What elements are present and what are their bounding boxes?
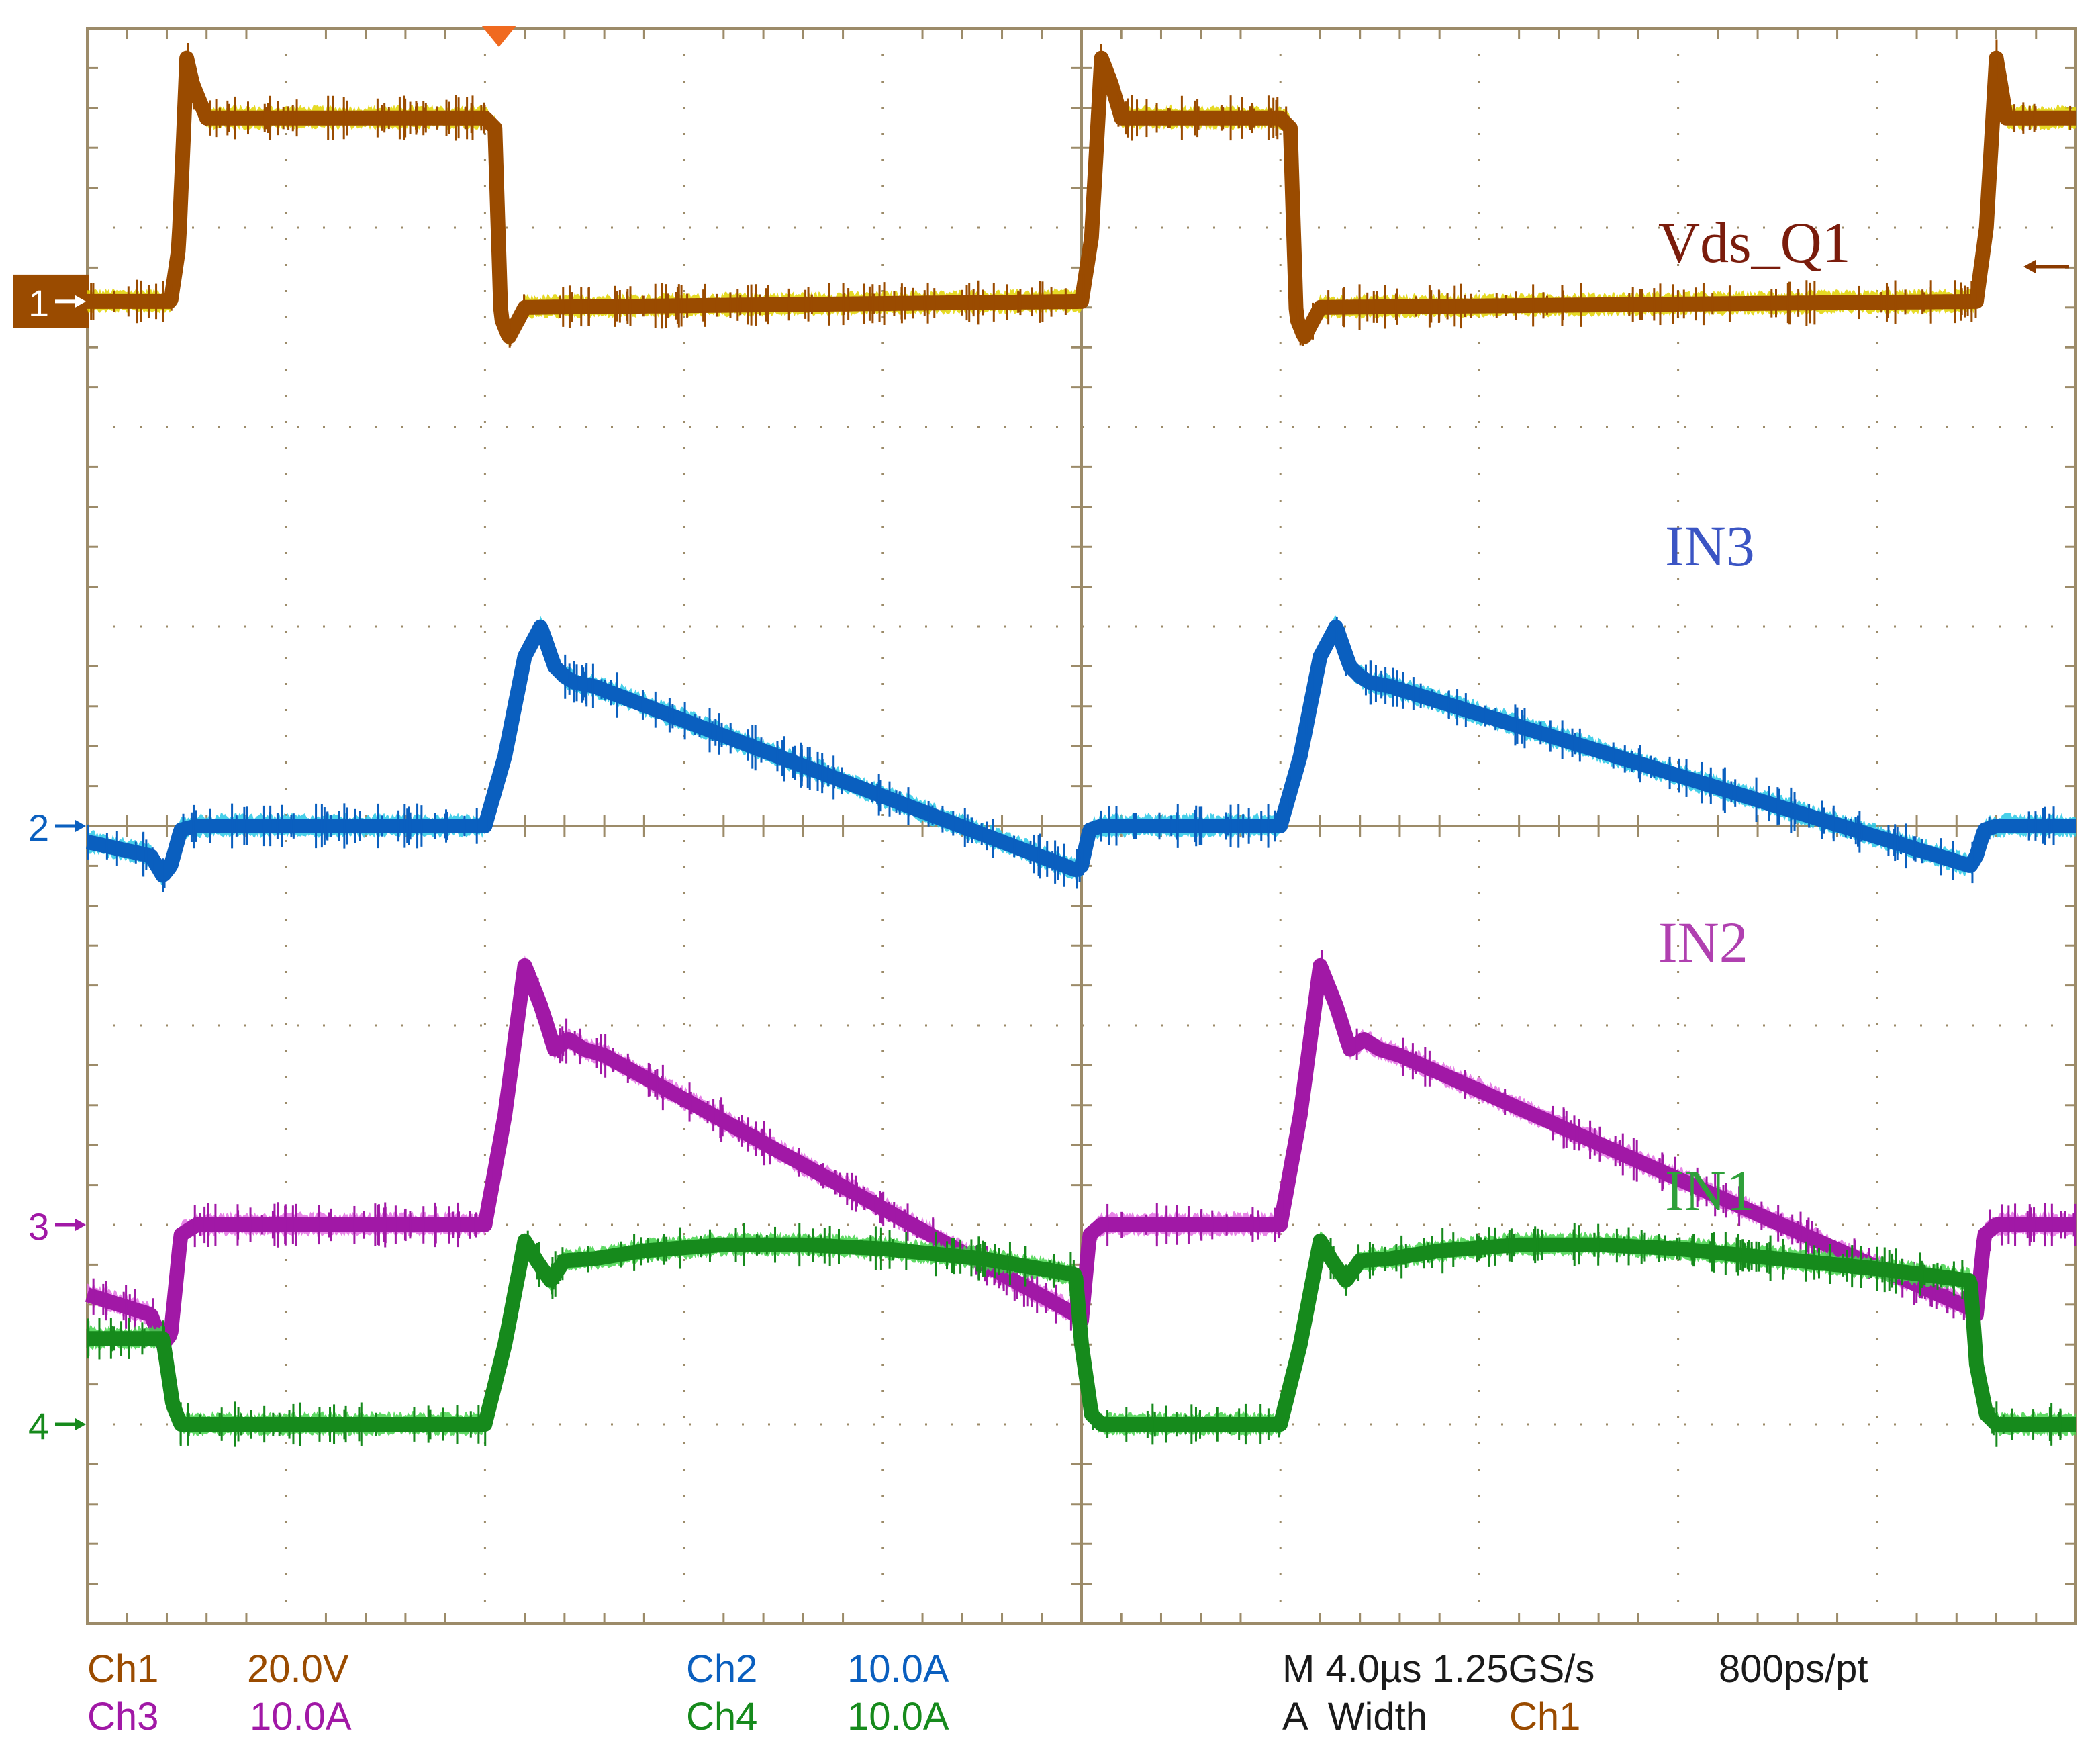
ch2-marker-arrowhead xyxy=(75,820,86,832)
trigger-source: Ch1 xyxy=(1509,1695,1580,1739)
ch2-trace xyxy=(81,615,2082,892)
ch4-trace-envelope xyxy=(87,1231,2076,1436)
readout: Ch1 20.0V Ch2 10.0A M 4.0µs 1.25GS/s 800… xyxy=(87,1647,1868,1739)
ch4-scale: 10.0A xyxy=(847,1695,949,1739)
resolution: 800ps/pt xyxy=(1719,1647,1868,1691)
ch1-trace-line xyxy=(81,50,2082,344)
ch1-scale: 20.0V xyxy=(247,1647,349,1691)
ch4-name: Ch4 xyxy=(686,1695,757,1739)
ch3-ground-marker: 3 xyxy=(28,1205,86,1248)
channel-markers: 1 2 3 4 xyxy=(13,274,89,1447)
ch1-ground-marker: 1 xyxy=(13,274,89,328)
vds-q1-label: Vds_Q1 xyxy=(1658,210,1851,275)
trigger-position-marker xyxy=(481,26,517,47)
ch3-name: Ch3 xyxy=(87,1695,158,1739)
ch1-offscreen-arrow xyxy=(2023,260,2069,273)
ch3-marker-arrowhead xyxy=(75,1219,86,1231)
ch3-marker-number: 3 xyxy=(28,1205,49,1248)
ch1-trace xyxy=(81,39,2082,348)
ch1-name: Ch1 xyxy=(87,1647,158,1691)
ch1-marker-number: 1 xyxy=(28,282,49,324)
in3-label: IN3 xyxy=(1665,514,1755,578)
trigger-type: A Width xyxy=(1282,1695,1427,1739)
ch4-trace xyxy=(81,1223,2082,1447)
ch2-marker-number: 2 xyxy=(28,806,49,849)
timebase: M 4.0µs 1.25GS/s xyxy=(1282,1647,1594,1691)
ch2-ground-marker: 2 xyxy=(28,806,86,849)
ch4-marker-number: 4 xyxy=(28,1405,49,1447)
ch4-ground-marker: 4 xyxy=(28,1405,86,1447)
ch3-scale: 10.0A xyxy=(250,1695,352,1739)
traces xyxy=(81,39,2082,1447)
in1-label: IN1 xyxy=(1665,1158,1755,1223)
ch4-marker-arrowhead xyxy=(75,1418,86,1430)
ch1-marker-arrowhead xyxy=(75,295,86,308)
ch2-name: Ch2 xyxy=(686,1647,757,1691)
in2-label: IN2 xyxy=(1658,910,1748,974)
ch2-scale: 10.0A xyxy=(847,1647,949,1691)
